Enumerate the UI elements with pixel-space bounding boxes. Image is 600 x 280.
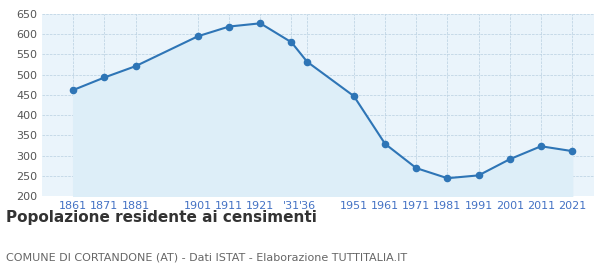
Point: [349, 94, 359, 98]
Point: [287, 40, 296, 45]
Point: [131, 64, 140, 68]
Point: [505, 157, 515, 162]
Text: COMUNE DI CORTANDONE (AT) - Dati ISTAT - Elaborazione TUTTITALIA.IT: COMUNE DI CORTANDONE (AT) - Dati ISTAT -…: [6, 252, 407, 262]
Point: [568, 149, 577, 153]
Point: [412, 166, 421, 170]
Point: [443, 176, 452, 180]
Text: Popolazione residente ai censimenti: Popolazione residente ai censimenti: [6, 210, 317, 225]
Point: [193, 34, 203, 38]
Point: [224, 24, 234, 29]
Point: [474, 173, 484, 178]
Point: [302, 59, 312, 64]
Point: [100, 75, 109, 80]
Point: [536, 144, 546, 148]
Point: [256, 21, 265, 25]
Point: [380, 142, 390, 146]
Point: [68, 88, 78, 92]
